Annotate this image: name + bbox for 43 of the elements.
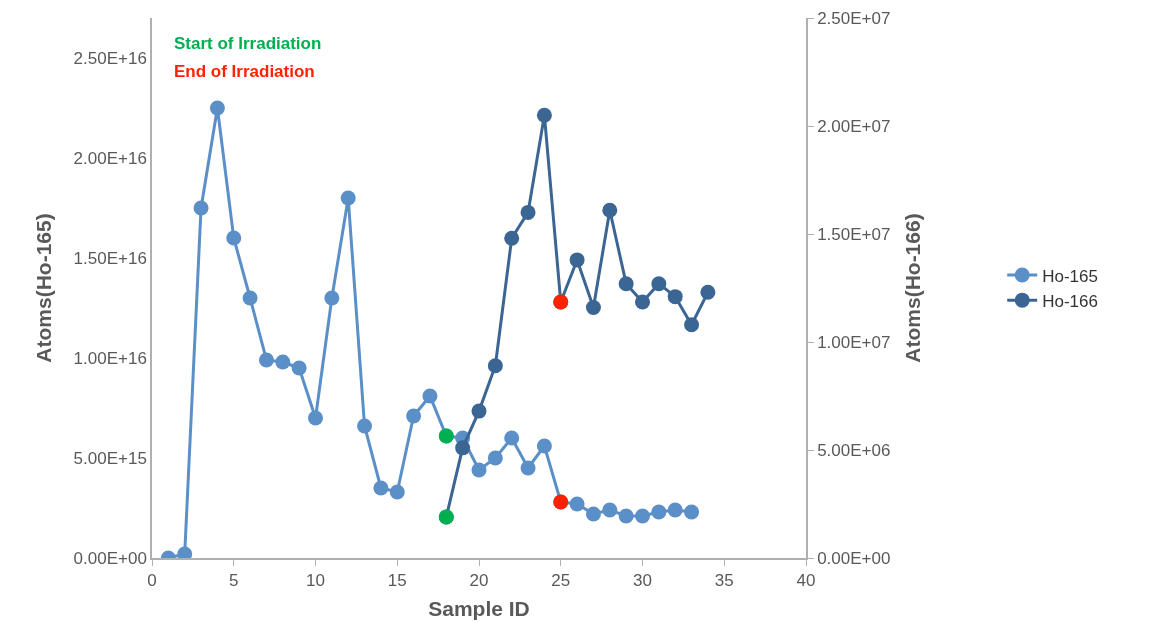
annotation: End of Irradiation <box>174 62 315 81</box>
point <box>651 276 667 292</box>
point <box>618 276 634 292</box>
x-tick-label: 25 <box>551 571 571 591</box>
y2-axis-title: Atoms(Ho-166) <box>901 213 925 363</box>
point <box>585 299 601 315</box>
y2-tick-label: 0.00E+00 <box>817 548 891 568</box>
x-tick-label: 5 <box>229 571 239 591</box>
y-tick-label: 0.00E+00 <box>73 548 147 568</box>
point <box>487 358 503 374</box>
point <box>520 204 536 220</box>
annotation: Start of Irradiation <box>174 34 322 53</box>
x-tick-label: 10 <box>306 571 325 591</box>
x-tick-label: 20 <box>469 571 489 591</box>
point <box>504 230 520 246</box>
point <box>700 284 716 300</box>
y2-tick-label: 1.00E+07 <box>817 332 891 352</box>
x-tick-label: 15 <box>387 571 407 591</box>
x-tick-label: 30 <box>633 571 652 591</box>
y2-tick-label: 2.00E+07 <box>817 116 891 136</box>
x-axis-title: Sample ID <box>428 596 530 620</box>
point <box>569 252 585 268</box>
x-tick-label: 0 <box>147 571 157 591</box>
y-axis-title: Atoms(Ho-165) <box>32 213 56 363</box>
y-tick-label: 2.50E+16 <box>73 48 147 68</box>
point <box>455 440 471 456</box>
point <box>471 403 487 419</box>
y-tick-label: 1.50E+16 <box>73 248 147 268</box>
y2-tick-label: 5.00E+06 <box>817 440 891 460</box>
y-tick-label: 1.00E+16 <box>73 348 147 368</box>
point <box>684 317 700 333</box>
legend-label: Ho-166 <box>1042 291 1098 311</box>
y2-tick-label: 2.50E+07 <box>817 8 891 28</box>
point <box>602 202 618 218</box>
x-tick-label: 35 <box>714 571 734 591</box>
y-tick-label: 5.00E+15 <box>73 448 147 468</box>
y-tick-label: 2.00E+16 <box>73 148 147 168</box>
x-tick-label: 40 <box>796 571 816 591</box>
point <box>635 294 650 310</box>
legend-label: Ho-165 <box>1042 266 1098 286</box>
y2-tick-label: 1.50E+07 <box>817 224 891 244</box>
point <box>536 107 552 123</box>
point <box>667 289 683 305</box>
